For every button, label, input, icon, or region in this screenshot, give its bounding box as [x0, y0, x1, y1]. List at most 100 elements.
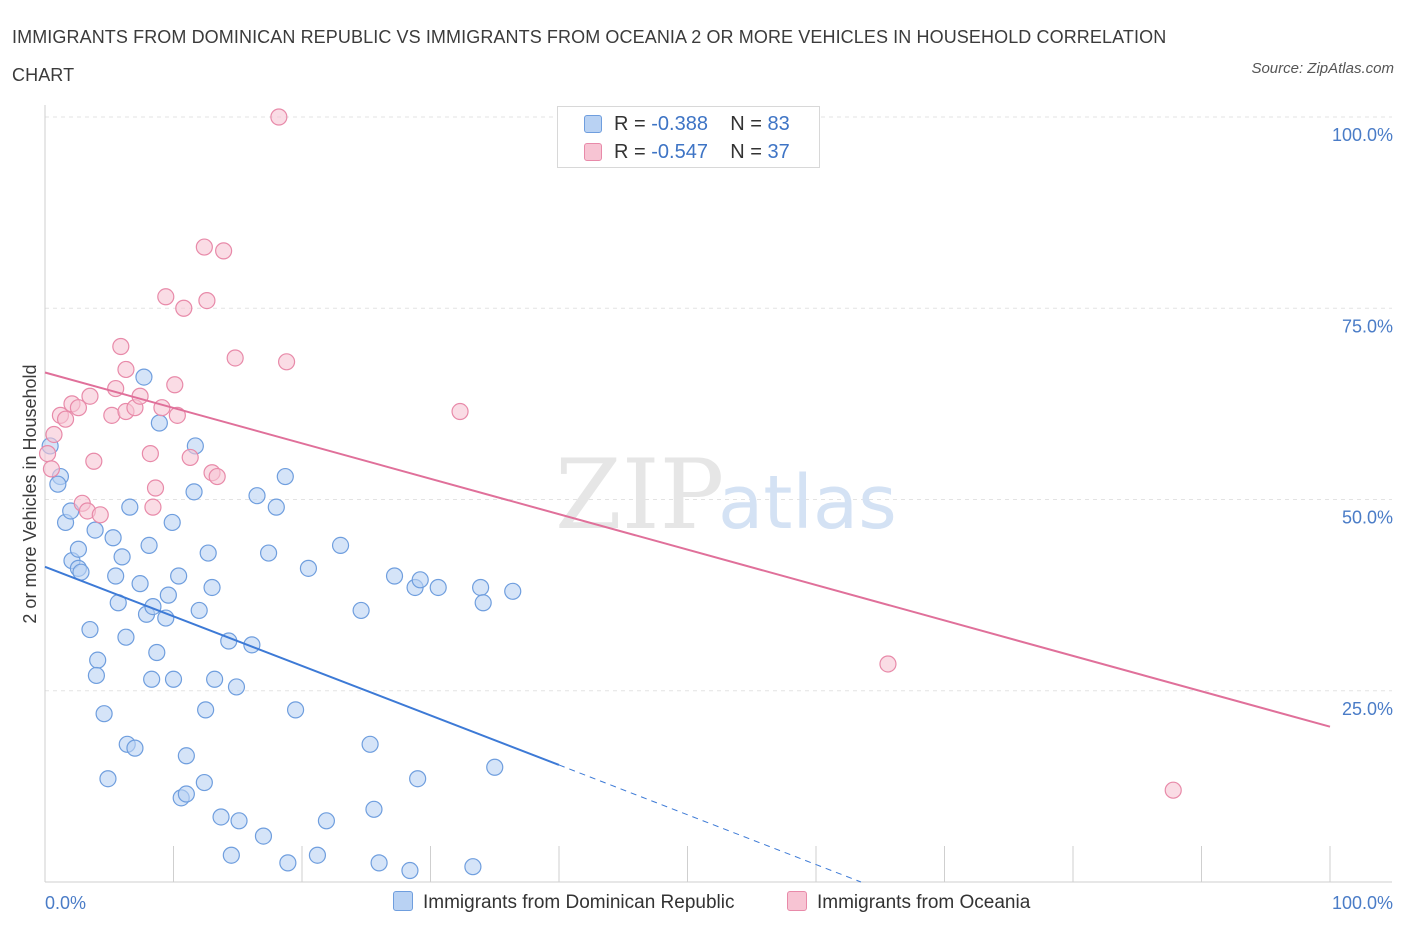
y-tick-labels: 25.0% 50.0% 75.0% 100.0% [1332, 125, 1393, 719]
point-dominican-republic [159, 586, 177, 604]
point-dominican-republic [259, 544, 278, 562]
point-oceania [38, 445, 57, 463]
trend-line-dominican-republic [44, 565, 560, 766]
point-dominican-republic [504, 582, 522, 600]
y-axis-title: 2 or more Vehicles in Household [20, 364, 40, 623]
point-dominican-republic [135, 368, 153, 386]
point-oceania [1164, 781, 1182, 799]
legend-swatch-blue [584, 115, 602, 133]
blue-series-points [41, 368, 522, 880]
point-dominican-republic [267, 498, 285, 516]
point-oceania [208, 467, 226, 486]
point-dominican-republic [148, 643, 166, 662]
point-dominican-republic [177, 747, 195, 765]
point-dominican-republic [385, 567, 404, 585]
point-oceania [195, 238, 213, 256]
point-dominican-republic [230, 812, 248, 830]
legend-label-oceania: Immigrants from Oceania [817, 892, 1031, 913]
point-oceania [91, 506, 109, 524]
legend-swatch-pink [584, 143, 602, 161]
watermark-zip: ZIP [555, 439, 724, 551]
point-dominican-republic [429, 578, 447, 597]
point-dominican-republic [206, 670, 224, 688]
point-oceania [103, 406, 121, 424]
trend-line-oceania [44, 371, 1331, 728]
trend-lines [44, 371, 1331, 883]
gridlines [45, 116, 1392, 692]
point-oceania [198, 292, 216, 310]
y-tick-label: 25.0% [1342, 699, 1393, 719]
y-tick-label: 50.0% [1342, 508, 1393, 528]
point-oceania [157, 288, 175, 306]
point-oceania [146, 479, 165, 497]
point-oceania [45, 425, 63, 444]
legend-swatch-pink [787, 891, 807, 911]
legend-n-value-blue: 83 [767, 113, 790, 135]
point-dominican-republic [185, 483, 203, 501]
point-dominican-republic [365, 800, 383, 818]
legend-row-blue: R = -0.388 N = 83 [584, 111, 790, 137]
point-dominican-republic [150, 414, 168, 432]
chart-title: IMMIGRANTS FROM DOMINICAN REPUBLIC VS IM… [12, 27, 1167, 85]
point-dominican-republic [199, 544, 217, 562]
point-dominican-republic [286, 701, 305, 719]
point-dominican-republic [254, 827, 273, 845]
point-oceania [112, 337, 130, 356]
source-label: Source: ZipAtlas.com [1251, 60, 1394, 77]
legend-n-value-pink: 37 [767, 141, 790, 163]
point-oceania [69, 399, 88, 417]
point-dominican-republic [81, 620, 99, 639]
point-dominican-republic [486, 758, 504, 776]
point-dominican-republic [248, 487, 266, 505]
point-dominican-republic [279, 854, 297, 872]
legend-swatch-blue [393, 891, 413, 911]
point-oceania [215, 242, 233, 260]
legend-item-oceania: Immigrants from Oceania [787, 890, 1030, 916]
watermark: ZIP atlas [555, 439, 897, 551]
point-dominican-republic [143, 670, 161, 688]
point-oceania [879, 655, 897, 673]
legend-r-label: R = [614, 141, 646, 163]
legend-item-dominican-republic: Immigrants from Dominican Republic [393, 890, 735, 916]
point-dominican-republic [95, 705, 113, 723]
legend-r-value-blue: -0.388 [651, 113, 708, 135]
legend-row-pink: R = -0.547 N = 37 [584, 139, 790, 165]
point-dominican-republic [131, 575, 149, 593]
pink-series-points [38, 108, 1182, 799]
point-dominican-republic [299, 559, 318, 577]
stats-legend: R = -0.388 N = 83 R = -0.547 N = 37 [557, 106, 820, 168]
point-dominican-republic [317, 812, 336, 830]
legend-r-label: R = [614, 113, 646, 135]
point-oceania [56, 410, 75, 428]
point-oceania [270, 108, 288, 126]
point-dominican-republic [113, 548, 131, 566]
point-dominican-republic [197, 701, 215, 719]
point-dominican-republic [370, 854, 388, 872]
point-dominican-republic [87, 666, 106, 685]
point-dominican-republic [89, 651, 107, 669]
point-oceania [144, 498, 162, 516]
trend-extension-dominican-republic [558, 764, 862, 883]
point-dominican-republic [69, 540, 88, 558]
point-dominican-republic [227, 678, 246, 696]
point-dominican-republic [86, 521, 104, 539]
point-dominican-republic [126, 739, 144, 757]
point-dominican-republic [331, 536, 350, 555]
x-tick-min: 0.0% [45, 893, 86, 913]
point-oceania [81, 387, 99, 405]
point-dominican-republic [195, 773, 213, 792]
legend-n-label: N = [730, 141, 762, 163]
point-dominican-republic [163, 513, 181, 532]
point-dominican-republic [190, 601, 208, 620]
point-oceania [181, 448, 199, 467]
legend-label-dominican-republic: Immigrants from Dominican Republic [423, 892, 735, 913]
point-dominican-republic [49, 475, 67, 493]
point-oceania [166, 376, 184, 394]
y-tick-label: 100.0% [1332, 125, 1393, 145]
point-oceania [141, 445, 159, 463]
point-dominican-republic [164, 670, 183, 688]
point-oceania [85, 452, 103, 470]
point-dominican-republic [107, 567, 125, 585]
point-dominican-republic [409, 770, 427, 788]
point-dominican-republic [121, 498, 139, 516]
